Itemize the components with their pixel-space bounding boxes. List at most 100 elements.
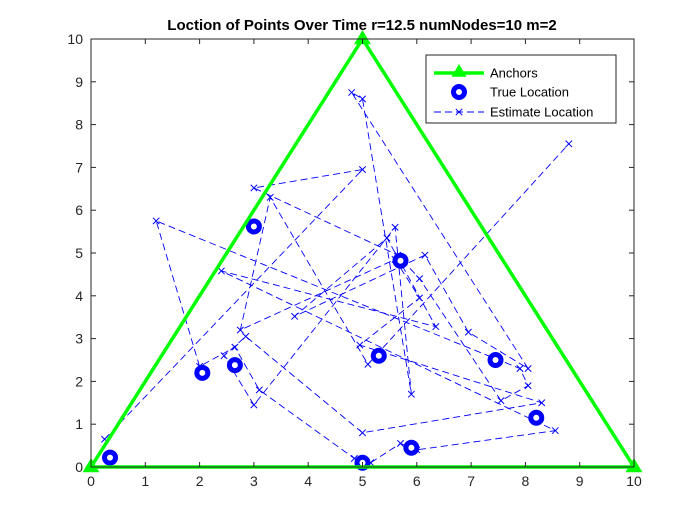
x-tick-label-3: 3 [250, 473, 258, 489]
estimate-point-25-b [358, 95, 367, 103]
estimate-point-34-b [415, 294, 424, 302]
x-tick-label-6: 6 [413, 473, 421, 489]
estimate-point-14-b [396, 439, 405, 448]
legend-estimate-marker [455, 108, 463, 116]
estimate-point-29 [220, 352, 228, 360]
y-tick-label-2: 2 [75, 373, 83, 389]
estimate-point-14 [396, 439, 405, 448]
estimate-point-37-b [266, 193, 274, 201]
true-location-point-4 [487, 352, 504, 368]
estimate-point-4 [415, 275, 424, 283]
legend-estimate-marker-b [455, 108, 463, 116]
series-1 [102, 218, 545, 471]
estimate-point-23-b [524, 365, 532, 373]
estimate-point-2-b [250, 184, 258, 192]
estimate-point-0-b [101, 435, 109, 443]
legend-anchors-marker [451, 64, 467, 77]
estimate-point-39-b [565, 140, 573, 148]
estimate-point-7 [516, 365, 524, 373]
y-tick-label-6: 6 [75, 202, 83, 218]
estimate-point-28 [250, 401, 258, 409]
estimate-point-27 [391, 223, 399, 231]
estimate-point-36-b [236, 326, 244, 334]
estimate-point-31-b [358, 429, 367, 437]
x-tick-label-8: 8 [522, 473, 530, 489]
estimate-point-26 [407, 390, 415, 398]
x-tick-label-10: 10 [626, 473, 642, 489]
estimate-point-11-b [255, 386, 263, 394]
estimate-point-33 [356, 341, 364, 349]
x-tick-label-2: 2 [196, 473, 204, 489]
true-location-point-8 [226, 357, 243, 374]
y-tick-label-10: 10 [67, 31, 83, 47]
estimate-point-32 [538, 399, 546, 407]
x-tick-label-1: 1 [141, 473, 149, 489]
estimate-point-8-b [152, 217, 160, 225]
estimate-point-12-b [350, 454, 358, 462]
estimate-line [104, 92, 570, 464]
true-location-point-3 [528, 409, 545, 426]
estimate-point-28-b [250, 401, 258, 409]
estimate-point-16-b [551, 427, 559, 435]
true-location-point-2 [403, 439, 420, 456]
estimate-point-22 [464, 328, 472, 336]
estimate-point-10-b [231, 343, 239, 351]
estimate-point-19 [383, 234, 391, 242]
estimate-point-21-b [421, 251, 429, 259]
true-location-point-5 [370, 347, 387, 364]
estimate-point-6-b [524, 382, 532, 390]
estimate-point-36 [236, 326, 244, 334]
x-tick-label-9: 9 [576, 473, 584, 489]
y-tick-label-3: 3 [75, 331, 83, 347]
true-location-point-9 [194, 364, 211, 381]
y-tick-label-0: 0 [75, 459, 83, 475]
estimate-point-23 [524, 365, 532, 373]
estimate-point-27-b [391, 223, 399, 231]
estimate-point-10 [231, 343, 239, 351]
legend-label-1: True Location [490, 85, 569, 100]
estimate-point-33-b [356, 341, 364, 349]
legend: Anchors True Location Estimate Location [425, 54, 617, 124]
legend-item-0: Anchors [434, 64, 538, 81]
legend-label-2: Estimate Location [490, 105, 593, 120]
legend-true-marker [451, 84, 467, 100]
estimate-point-25 [358, 95, 367, 103]
estimate-point-5-b [497, 397, 505, 405]
estimate-point-2 [250, 184, 258, 192]
estimate-point-20 [291, 312, 299, 320]
y-tick-label-5: 5 [75, 245, 83, 261]
estimate-point-20-b [291, 312, 299, 320]
estimate-point-19-b [383, 234, 391, 242]
estimate-point-11 [255, 386, 263, 394]
true-location-point-6 [392, 252, 409, 269]
true-location-point-7 [245, 218, 262, 235]
estimate-point-1-b [358, 165, 367, 174]
y-tick-label-7: 7 [75, 159, 83, 175]
estimate-point-5 [497, 397, 505, 405]
y-tick-label-1: 1 [75, 416, 83, 432]
estimate-point-4-b [415, 275, 424, 283]
true-location-point-0 [102, 449, 119, 466]
estimate-point-34 [415, 294, 424, 302]
estimate-point-1 [358, 165, 367, 174]
y-tick-label-8: 8 [75, 117, 83, 133]
estimate-point-31 [358, 429, 367, 437]
chart-title: Loction of Points Over Time r=12.5 numNo… [167, 17, 556, 34]
x-tick-label-7: 7 [467, 473, 475, 489]
estimate-point-39 [565, 140, 573, 148]
estimate-point-29-b [220, 352, 228, 360]
estimate-point-18 [432, 323, 440, 331]
legend-label-0: Anchors [490, 66, 538, 81]
estimate-point-37 [266, 193, 274, 201]
estimate-point-17 [217, 267, 225, 275]
legend-item-1: True Location [451, 84, 569, 100]
estimate-point-38-b [364, 360, 372, 368]
estimate-point-38 [364, 360, 372, 368]
y-tick-label-4: 4 [75, 288, 83, 304]
x-tick-label-5: 5 [359, 473, 367, 489]
ticks-layer: 0 1 2 3 4 5 6 7 8 9 10 0 1 2 3 4 5 6 7 8 9 10 [67, 31, 642, 489]
estimate-point-24-b [348, 88, 356, 97]
estimate-point-30-b [242, 332, 250, 341]
estimate-point-18-b [432, 323, 440, 331]
